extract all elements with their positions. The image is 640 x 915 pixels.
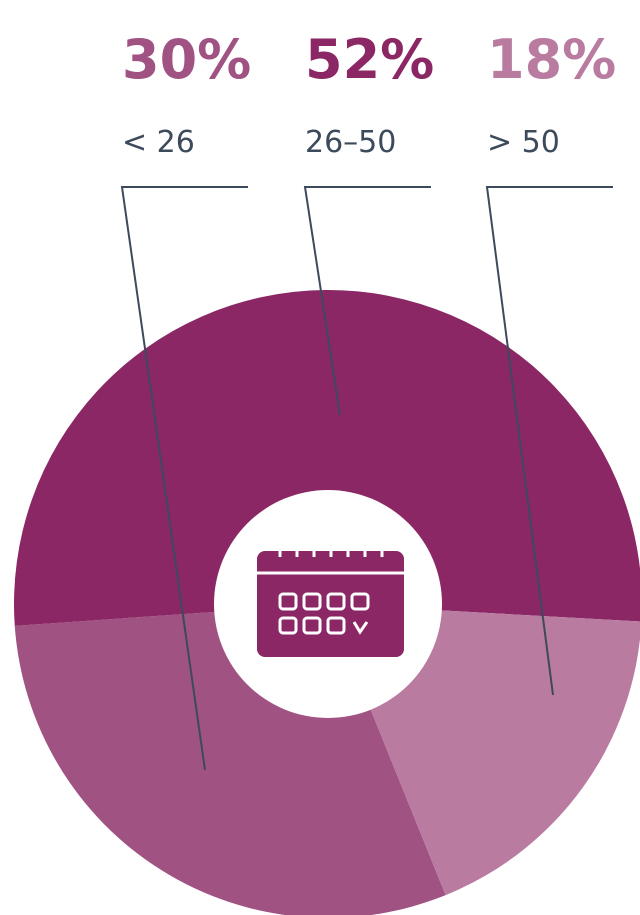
labels: 30% < 26 52% 26–50 18% > 50: [120, 28, 616, 771]
leader-line: [485, 186, 613, 696]
calendar-icon: [257, 546, 404, 657]
leader-line: [120, 186, 248, 771]
category-label: > 50: [487, 125, 560, 160]
calendar-rings: [278, 546, 384, 557]
category-label: < 26: [122, 125, 195, 160]
calendar-days: [278, 592, 370, 635]
calendar-body: [257, 551, 404, 657]
value-label: 18%: [487, 28, 616, 91]
category-label: 26–50: [305, 125, 396, 160]
pie-slice: [14, 290, 640, 626]
value-label: 30%: [122, 28, 251, 91]
leader-line: [303, 186, 431, 416]
value-label: 52%: [305, 28, 434, 91]
